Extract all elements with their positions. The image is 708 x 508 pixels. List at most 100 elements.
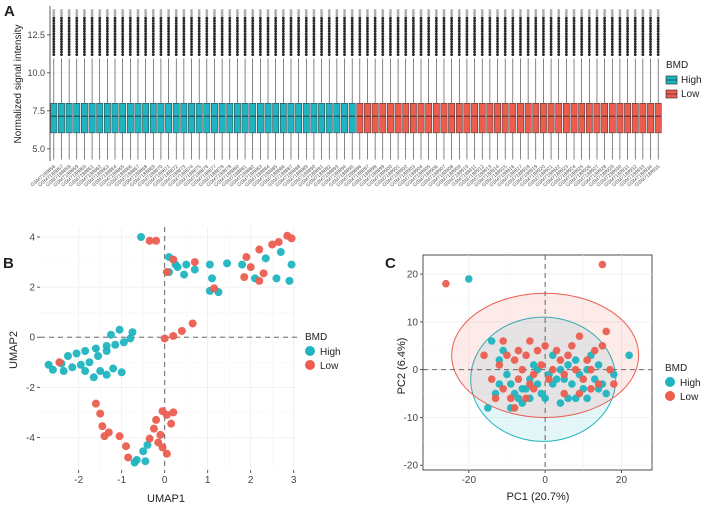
outlier-point bbox=[549, 35, 553, 38]
data-point bbox=[63, 352, 72, 361]
outlier-point bbox=[83, 42, 86, 46]
outlier-point bbox=[190, 29, 193, 33]
data-point bbox=[272, 274, 281, 283]
box-GSM7188922 bbox=[555, 9, 563, 160]
outlier-point bbox=[626, 16, 629, 20]
outlier-point bbox=[121, 29, 125, 33]
outlier-point bbox=[519, 35, 522, 38]
outlier-point bbox=[83, 11, 86, 15]
outlier-point bbox=[587, 27, 591, 31]
outlier-point bbox=[289, 19, 293, 23]
box-GSM7188916 bbox=[509, 9, 517, 160]
box-body bbox=[616, 103, 624, 134]
outlier-point bbox=[136, 27, 140, 31]
outlier-point bbox=[274, 29, 278, 33]
outlier-point bbox=[190, 14, 193, 18]
outlier-point bbox=[526, 40, 530, 44]
box-body bbox=[432, 103, 440, 134]
data-point bbox=[124, 453, 133, 462]
outlier-point bbox=[350, 45, 354, 49]
outlier-point bbox=[526, 27, 530, 31]
box-GSM7188905 bbox=[425, 9, 433, 160]
data-point bbox=[167, 419, 176, 428]
outlier-point bbox=[220, 22, 224, 25]
data-point bbox=[510, 404, 519, 412]
box-body bbox=[532, 103, 540, 134]
outlier-point bbox=[121, 27, 125, 31]
outlier-point bbox=[52, 32, 56, 36]
outlier-point bbox=[220, 11, 224, 15]
outlier-point bbox=[542, 48, 545, 51]
box-GSM7188898 bbox=[371, 9, 379, 160]
outlier-point bbox=[511, 42, 515, 46]
data-point bbox=[205, 260, 214, 269]
outlier-point bbox=[603, 16, 607, 20]
outlier-point bbox=[274, 11, 278, 15]
outlier-point bbox=[98, 35, 102, 38]
outlier-point bbox=[641, 14, 645, 18]
outlier-point bbox=[258, 53, 262, 57]
data-point bbox=[240, 273, 249, 282]
box-body bbox=[134, 103, 142, 134]
outlier-point bbox=[580, 24, 584, 28]
outlier-point bbox=[220, 53, 224, 57]
outlier-point bbox=[649, 27, 652, 31]
outlier-point bbox=[526, 16, 530, 20]
data-point bbox=[102, 370, 111, 379]
outlier-point bbox=[343, 48, 346, 51]
outlier-point bbox=[113, 9, 117, 12]
outlier-point bbox=[564, 37, 568, 41]
outlier-point bbox=[427, 42, 431, 46]
y-tick-label: 20 bbox=[407, 270, 419, 281]
outlier-point bbox=[511, 40, 515, 44]
box-body bbox=[295, 103, 303, 134]
outlier-point bbox=[236, 16, 239, 20]
outlier-point bbox=[121, 48, 125, 51]
outlier-point bbox=[396, 22, 400, 25]
outlier-point bbox=[557, 32, 561, 36]
outlier-point bbox=[457, 45, 461, 49]
box-body bbox=[409, 103, 417, 134]
outlier-point bbox=[258, 48, 262, 51]
outlier-point bbox=[473, 32, 476, 36]
box-GSM7188917 bbox=[517, 9, 524, 160]
outlier-point bbox=[228, 35, 232, 38]
box-body bbox=[211, 103, 218, 134]
outlier-point bbox=[327, 29, 331, 33]
series-low bbox=[442, 260, 618, 412]
outlier-point bbox=[366, 27, 369, 31]
outlier-point bbox=[52, 24, 56, 28]
outlier-point bbox=[128, 19, 132, 23]
data-point bbox=[287, 234, 296, 243]
outlier-point bbox=[534, 14, 538, 18]
outlier-point bbox=[656, 9, 660, 12]
box-GSM7188930 bbox=[616, 9, 624, 160]
outlier-point bbox=[266, 45, 270, 49]
outlier-point bbox=[320, 19, 323, 23]
outlier-point bbox=[457, 40, 461, 44]
outlier-point bbox=[113, 19, 117, 23]
outlier-point bbox=[450, 53, 454, 57]
outlier-point bbox=[419, 35, 423, 38]
outlier-point bbox=[312, 37, 316, 41]
outlier-point bbox=[182, 27, 186, 31]
outlier-point bbox=[159, 11, 163, 15]
data-point bbox=[152, 415, 161, 424]
outlier-point bbox=[473, 35, 476, 38]
outlier-point bbox=[427, 40, 431, 44]
outlier-point bbox=[113, 50, 117, 54]
outlier-point bbox=[190, 19, 193, 23]
outlier-point bbox=[526, 37, 530, 41]
outlier-point bbox=[258, 50, 262, 54]
box-body bbox=[471, 103, 478, 134]
outlier-point bbox=[542, 35, 545, 38]
outlier-point bbox=[213, 27, 216, 31]
outlier-point bbox=[396, 24, 400, 28]
outlier-point bbox=[274, 24, 278, 28]
outlier-point bbox=[496, 35, 499, 38]
outlier-point bbox=[182, 45, 186, 49]
outlier-point bbox=[603, 22, 607, 25]
outlier-point bbox=[595, 50, 599, 54]
outlier-point bbox=[626, 9, 629, 12]
